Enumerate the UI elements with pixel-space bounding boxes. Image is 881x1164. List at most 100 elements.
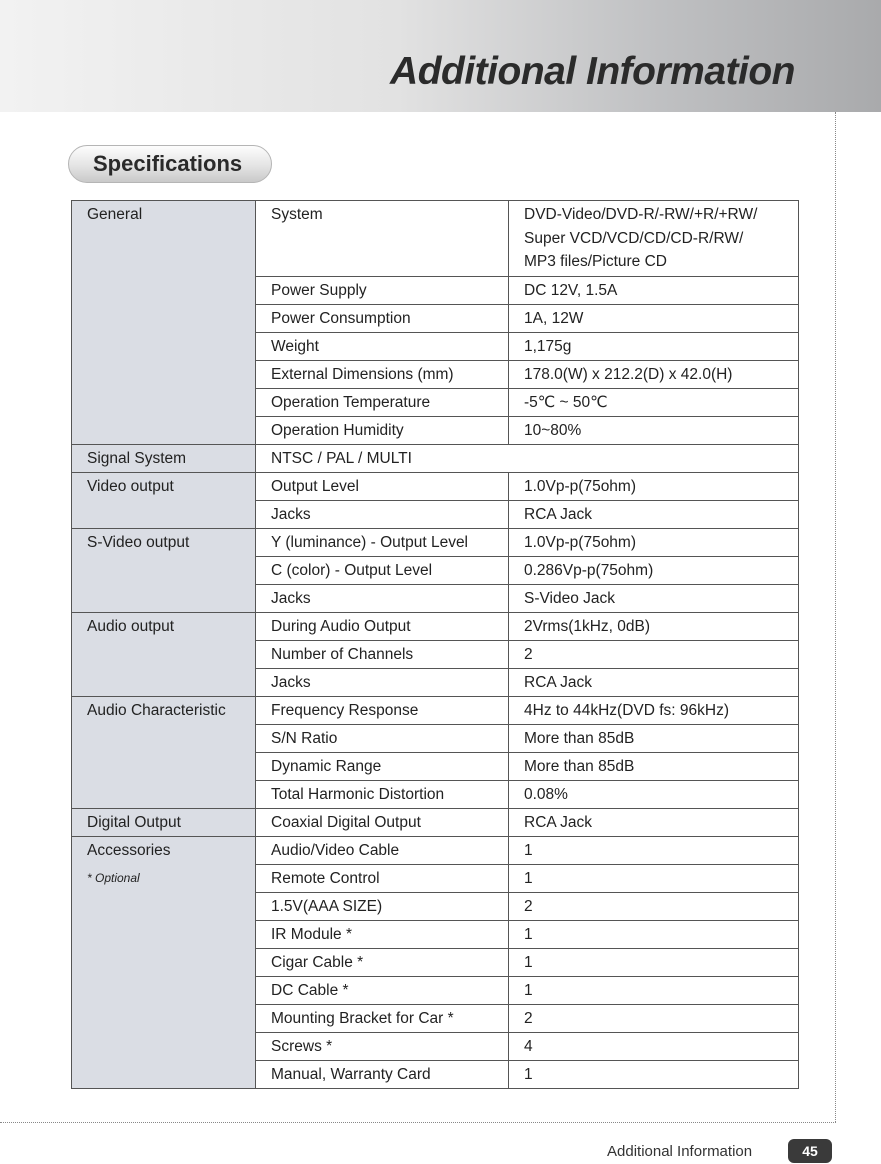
table-row: Audio Characteristic Frequency Response 4H… — [71, 696, 799, 810]
row-label: DC Cable * — [255, 976, 509, 1006]
row-label: Jacks — [255, 584, 509, 614]
group-name: Audio output — [87, 618, 175, 636]
row-label: Jacks — [255, 500, 509, 530]
row-label: Screws * — [255, 1032, 509, 1062]
group-name: Accessories — [87, 842, 171, 860]
table-row: Jacks RCA Jack — [72, 668, 799, 698]
row-value: 10~80% — [508, 416, 799, 446]
row-value: -5℃ ~ 50℃ — [508, 388, 799, 418]
group-cell: Audio output — [71, 612, 256, 698]
row-value: DC 12V, 1.5A — [508, 276, 799, 306]
row-value: More than 85dB — [508, 752, 799, 782]
table-row: IR Module * 1 — [72, 920, 799, 950]
section-label: Specifications — [68, 145, 272, 183]
page-number: 45 — [788, 1139, 832, 1163]
row-value: 1 — [508, 864, 799, 894]
row-label: External Dimensions (mm) — [255, 360, 509, 390]
row-value: 2 — [508, 640, 799, 670]
table-row: Cigar Cable * 1 — [72, 948, 799, 978]
table-row: General System DVD-Video/DVD-R/-RW/+R/+RW/… — [71, 199, 799, 446]
group-cell: Digital Output — [71, 808, 256, 838]
value-line: DVD-Video/DVD-R/-RW/+R/+RW/ — [524, 206, 758, 223]
row-value: 2Vrms(1kHz, 0dB) — [508, 612, 799, 642]
table-row: Operation Temperature -5℃ ~ 50℃ — [72, 388, 799, 418]
table-row: Number of Channels 2 — [72, 640, 799, 670]
row-label: Power Consumption — [255, 304, 509, 334]
group-cell: Video output — [71, 472, 256, 530]
row-label: Number of Channels — [255, 640, 509, 670]
value-line: Super VCD/VCD/CD/CD-R/RW/ — [524, 229, 744, 247]
group-name: Video output — [87, 478, 174, 496]
footer-label: Additional Information — [607, 1143, 753, 1160]
row-value: S-Video Jack — [508, 584, 799, 614]
spec-table: General System DVD-Video/DVD-R/-RW/+R/+RW/… — [71, 199, 799, 1090]
table-row: Jacks RCA Jack — [72, 500, 799, 530]
table-row: Manual, Warranty Card 1 — [72, 1060, 799, 1090]
group-name: Audio Characteristic — [87, 702, 226, 720]
table-row: Weight 1,175g — [72, 332, 799, 362]
table-row: C (color) - Output Level 0.286Vp-p(75ohm) — [72, 556, 799, 586]
row-label: Frequency Response — [255, 696, 509, 726]
row-label: Cigar Cable * — [255, 948, 509, 978]
row-value: 1 — [508, 976, 799, 1006]
row-value: 4Hz to 44kHz(DVD fs: 96kHz) — [508, 696, 799, 726]
group-name: S-Video output — [87, 534, 190, 552]
group-cell: S-Video output — [71, 528, 256, 614]
value-line: MP3 files/Picture CD — [524, 253, 667, 271]
row-label: System — [255, 199, 509, 278]
row-value: RCA Jack — [508, 808, 799, 838]
table-row: Audio output During Audio Output 2Vrms(1kH… — [71, 612, 799, 698]
row-label: Power Supply — [255, 276, 509, 306]
row-value: 1 — [508, 836, 799, 866]
row-value: 1 — [508, 1060, 799, 1090]
table-row: S-Video output Y (luminance) - Output Lev… — [71, 528, 799, 614]
row-value: 178.0(W) x 212.2(D) x 42.0(H) — [508, 360, 799, 390]
table-row: Jacks S-Video Jack — [72, 584, 799, 614]
table-row: Accessories * Optional Audio/Video Cable 1 — [71, 836, 799, 1090]
header-banner: Additional Information — [0, 0, 881, 112]
row-label: 1.5V(AAA SIZE) — [255, 892, 509, 922]
row-label: IR Module * — [255, 920, 509, 950]
table-row: Signal System NTSC / PAL / MULTI — [71, 444, 799, 474]
row-value: 4 — [508, 1032, 799, 1062]
table-row: Digital Output Coaxial Digital Output RCA … — [71, 808, 799, 838]
row-value: More than 85dB — [508, 724, 799, 754]
table-row: Total Harmonic Distortion 0.08% — [72, 780, 799, 810]
group-name: Digital Output — [87, 814, 181, 832]
row-value: 1.0Vp-p(75ohm) — [508, 472, 799, 502]
row-label: Dynamic Range — [255, 752, 509, 782]
row-value: 1,175g — [508, 332, 799, 362]
table-row: Video output Output Level 1.0Vp-p(75ohm) — [71, 472, 799, 530]
row-value: 1 — [508, 920, 799, 950]
table-row: Dynamic Range More than 85dB — [72, 752, 799, 782]
row-value: 0.08% — [508, 780, 799, 810]
row-label: Jacks — [255, 668, 509, 698]
row-label: Operation Humidity — [255, 416, 509, 446]
row-value: 1 — [508, 948, 799, 978]
group-name: General — [87, 206, 143, 223]
row-label: C (color) - Output Level — [255, 556, 509, 586]
row-value: 2 — [508, 892, 799, 922]
row-label: Mounting Bracket for Car * — [255, 1004, 509, 1034]
table-row: Power Consumption 1A, 12W — [72, 304, 799, 334]
row-label: Remote Control — [255, 864, 509, 894]
row-value: RCA Jack — [508, 668, 799, 698]
row-label: Operation Temperature — [255, 388, 509, 418]
group-name: Signal System — [71, 444, 256, 474]
row-label: Coaxial Digital Output — [255, 808, 509, 838]
row-label: Weight — [255, 332, 509, 362]
group-cell: Audio Characteristic — [71, 696, 256, 810]
row-value: RCA Jack — [508, 500, 799, 530]
row-value: 1A, 12W — [508, 304, 799, 334]
row-value: NTSC / PAL / MULTI — [255, 444, 799, 474]
row-label: Manual, Warranty Card — [255, 1060, 509, 1090]
table-row: Mounting Bracket for Car * 2 — [72, 1004, 799, 1034]
row-label: During Audio Output — [255, 612, 509, 642]
group-cell: General — [71, 199, 256, 446]
row-value: 2 — [508, 1004, 799, 1034]
table-row: External Dimensions (mm) 178.0(W) x 212.2… — [72, 360, 799, 390]
group-cell: Accessories * Optional — [71, 836, 256, 1090]
group-note: * Optional — [87, 871, 140, 886]
row-label: Y (luminance) - Output Level — [255, 528, 509, 558]
